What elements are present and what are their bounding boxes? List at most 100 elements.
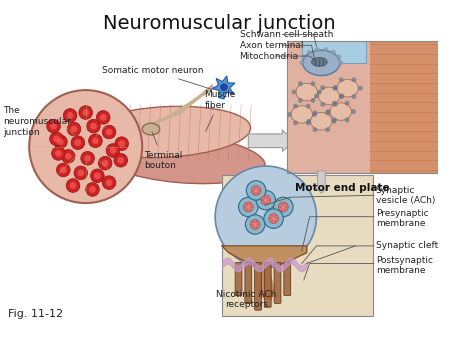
FancyBboxPatch shape: [274, 263, 281, 304]
Circle shape: [87, 119, 100, 133]
Ellipse shape: [337, 79, 358, 97]
Circle shape: [250, 220, 260, 230]
Circle shape: [92, 137, 99, 144]
Text: Presynaptic
membrane: Presynaptic membrane: [376, 209, 428, 228]
Circle shape: [89, 134, 102, 148]
Circle shape: [77, 169, 84, 176]
Circle shape: [325, 127, 330, 132]
Circle shape: [338, 61, 343, 65]
Circle shape: [332, 118, 337, 122]
Circle shape: [256, 192, 259, 194]
Circle shape: [317, 90, 322, 95]
Circle shape: [251, 223, 253, 226]
Circle shape: [320, 85, 325, 90]
Circle shape: [315, 47, 319, 52]
Circle shape: [351, 109, 356, 114]
Circle shape: [262, 199, 264, 201]
Circle shape: [345, 101, 350, 105]
Circle shape: [109, 147, 117, 154]
Circle shape: [298, 81, 303, 86]
Bar: [302, 42, 366, 63]
Circle shape: [246, 203, 248, 206]
Text: Fig. 11-12: Fig. 11-12: [8, 309, 63, 319]
Circle shape: [268, 199, 270, 201]
Circle shape: [60, 167, 67, 173]
Circle shape: [50, 132, 63, 146]
Circle shape: [106, 179, 112, 186]
Ellipse shape: [296, 83, 317, 101]
Circle shape: [75, 139, 81, 146]
Circle shape: [314, 94, 319, 98]
Circle shape: [310, 98, 315, 103]
Circle shape: [293, 104, 298, 108]
Text: Neuromuscular junction: Neuromuscular junction: [103, 14, 335, 33]
Text: The
neuromuscular
junction: The neuromuscular junction: [3, 106, 71, 137]
Circle shape: [285, 206, 288, 208]
Circle shape: [253, 192, 256, 194]
Ellipse shape: [330, 103, 351, 120]
Circle shape: [248, 203, 251, 206]
FancyBboxPatch shape: [255, 263, 261, 310]
Circle shape: [292, 90, 297, 95]
Circle shape: [264, 209, 284, 228]
Circle shape: [96, 111, 110, 124]
FancyBboxPatch shape: [284, 263, 291, 295]
Circle shape: [74, 166, 88, 180]
Circle shape: [284, 203, 286, 206]
Circle shape: [299, 61, 304, 65]
Text: Nicotinic ACh
receptors: Nicotinic ACh receptors: [216, 290, 277, 309]
Ellipse shape: [81, 106, 251, 158]
FancyBboxPatch shape: [264, 263, 271, 307]
Circle shape: [279, 206, 282, 208]
Circle shape: [302, 54, 306, 59]
Circle shape: [79, 106, 93, 119]
Circle shape: [263, 196, 266, 199]
Circle shape: [252, 189, 254, 192]
Circle shape: [326, 109, 331, 114]
Bar: [287, 42, 438, 173]
Circle shape: [99, 156, 112, 170]
Circle shape: [271, 220, 273, 222]
Circle shape: [114, 153, 127, 167]
Ellipse shape: [142, 123, 160, 135]
Circle shape: [52, 147, 65, 160]
Circle shape: [102, 160, 108, 167]
Polygon shape: [212, 76, 235, 99]
Circle shape: [274, 220, 276, 222]
Circle shape: [333, 102, 338, 107]
Circle shape: [220, 83, 228, 91]
Circle shape: [269, 214, 279, 223]
Circle shape: [337, 54, 341, 59]
Text: Terminal
bouton: Terminal bouton: [144, 132, 183, 170]
Circle shape: [215, 166, 316, 267]
Circle shape: [246, 181, 266, 200]
Circle shape: [244, 206, 247, 208]
Circle shape: [266, 196, 269, 199]
Circle shape: [306, 119, 311, 124]
Text: Synaptic cleft: Synaptic cleft: [376, 241, 438, 250]
Circle shape: [323, 47, 328, 52]
Text: Axon terminal: Axon terminal: [239, 41, 303, 50]
Circle shape: [90, 123, 97, 129]
Circle shape: [71, 126, 77, 132]
FancyArrow shape: [248, 130, 294, 151]
Circle shape: [256, 226, 258, 228]
Text: Motor end plate: Motor end plate: [295, 183, 390, 193]
Text: Somatic motor neuron: Somatic motor neuron: [102, 66, 212, 89]
Ellipse shape: [303, 50, 340, 75]
Circle shape: [310, 81, 315, 86]
Circle shape: [47, 119, 60, 133]
Circle shape: [261, 195, 271, 205]
Circle shape: [86, 183, 99, 196]
Circle shape: [66, 179, 80, 192]
Circle shape: [306, 104, 310, 108]
Bar: [370, 42, 438, 173]
FancyBboxPatch shape: [235, 263, 242, 295]
Circle shape: [252, 226, 255, 228]
Circle shape: [256, 190, 275, 210]
Circle shape: [61, 149, 75, 163]
Circle shape: [270, 217, 272, 220]
Circle shape: [331, 50, 336, 55]
FancyArrow shape: [314, 171, 329, 193]
Circle shape: [281, 208, 283, 211]
